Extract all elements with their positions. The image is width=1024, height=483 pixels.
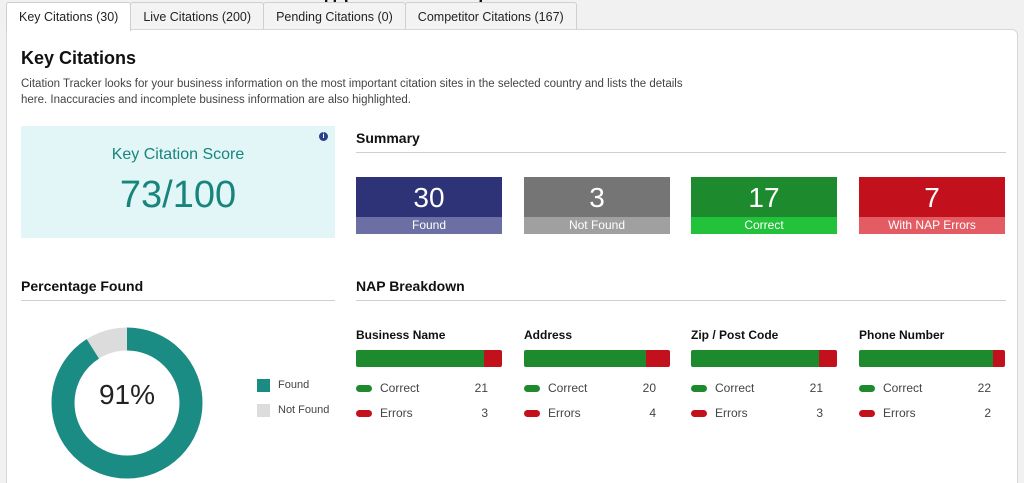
nap-errors-count: 4 — [649, 406, 656, 420]
tab-live-citations[interactable]: Live Citations (200) — [130, 2, 265, 30]
nap-bar — [524, 350, 670, 367]
summary-correct-label: Correct — [691, 217, 837, 234]
percentage-donut-chart: 91% — [47, 323, 207, 483]
nap-bar — [356, 350, 502, 367]
nap-correct-label: Correct — [548, 381, 588, 395]
error-indicator-icon — [691, 409, 707, 417]
summary-heading: Summary — [356, 130, 420, 146]
nap-errors-row: Errors 3 — [691, 405, 837, 421]
key-citations-panel: Key Citations Citation Tracker looks for… — [6, 29, 1018, 483]
correct-indicator-icon — [524, 384, 540, 392]
nap-title: Address — [524, 328, 573, 342]
donut-percentage-label: 91% — [98, 379, 156, 410]
summary-found-value: 30 — [356, 177, 502, 217]
legend-label-not-found: Not Found — [278, 404, 330, 416]
donut-found-arc — [51, 327, 203, 479]
nap-correct-count: 22 — [977, 381, 991, 395]
summary-correct-box: 17 Correct — [691, 177, 837, 234]
summary-nap-errors-box: 7 With NAP Errors — [859, 177, 1005, 234]
nap-bar-errors — [645, 350, 670, 367]
nap-errors-row: Errors 3 — [356, 405, 502, 421]
nap-errors-count: 3 — [816, 406, 823, 420]
summary-not-found-label: Not Found — [524, 217, 670, 234]
summary-not-found-box: 3 Not Found — [524, 177, 670, 234]
cutoff-header-text: [] ( ) — [300, 0, 484, 2]
tab-competitor-citations[interactable]: Competitor Citations (167) — [404, 2, 577, 30]
summary-nap-errors-label: With NAP Errors — [859, 217, 1005, 234]
nap-bar — [859, 350, 1005, 367]
nap-column-phone-number: Phone Number Correct 22 Errors 2 — [859, 328, 1005, 421]
legend-item-found: Found — [257, 377, 329, 393]
nap-correct-row: Correct 22 — [859, 380, 1005, 396]
nap-correct-label: Correct — [380, 381, 420, 395]
summary-boxes: 30 Found 3 Not Found 17 Correct 7 With N… — [356, 177, 1006, 234]
cutoff-page-header: [] ( ) — [300, 0, 640, 2]
nap-divider — [356, 300, 1006, 301]
nap-correct-count: 21 — [809, 381, 823, 395]
percentage-found-heading: Percentage Found — [21, 278, 144, 294]
nap-correct-label: Correct — [883, 381, 923, 395]
page-title: Key Citations — [21, 48, 137, 68]
nap-correct-label: Correct — [715, 381, 755, 395]
nap-errors-row: Errors 2 — [859, 405, 1005, 421]
error-indicator-icon — [524, 409, 540, 417]
nap-errors-label: Errors — [715, 406, 748, 420]
correct-indicator-icon — [356, 384, 372, 392]
nap-title: Phone Number — [859, 328, 945, 342]
nap-errors-count: 2 — [984, 406, 991, 420]
nap-bar-errors — [818, 350, 837, 367]
nap-correct-count: 20 — [642, 381, 656, 395]
error-indicator-icon — [356, 409, 372, 417]
donut-svg — [51, 327, 203, 479]
donut-legend: Found Not Found — [257, 377, 329, 427]
nap-column-business-name: Business Name Correct 21 Errors 3 — [356, 328, 502, 421]
nap-correct-row: Correct 21 — [356, 380, 502, 396]
tab-key-citations[interactable]: Key Citations (30) — [6, 2, 132, 31]
tab-bar: Key Citations (30) Live Citations (200) … — [6, 2, 577, 31]
page-description: Citation Tracker looks for your business… — [21, 78, 683, 106]
score-label: Key Citation Score — [111, 146, 245, 163]
correct-indicator-icon — [859, 384, 875, 392]
nap-errors-label: Errors — [548, 406, 581, 420]
score-value: 73/100 — [119, 174, 237, 216]
legend-item-not-found: Not Found — [257, 402, 329, 418]
nap-column-address: Address Correct 20 Errors 4 — [524, 328, 670, 421]
nap-correct-row: Correct 20 — [524, 380, 670, 396]
nap-correct-row: Correct 21 — [691, 380, 837, 396]
legend-label-found: Found — [278, 379, 310, 391]
correct-indicator-icon — [691, 384, 707, 392]
summary-found-box: 30 Found — [356, 177, 502, 234]
legend-swatch-not-found — [257, 403, 270, 417]
nap-bar-correct — [524, 350, 646, 367]
nap-bar — [691, 350, 837, 367]
nap-errors-label: Errors — [883, 406, 916, 420]
summary-nap-errors-value: 7 — [859, 177, 1005, 217]
nap-errors-row: Errors 4 — [524, 405, 670, 421]
nap-title: Business Name — [356, 328, 446, 342]
summary-correct-value: 17 — [691, 177, 837, 217]
nap-title: Zip / Post Code — [691, 328, 779, 342]
info-icon[interactable]: i — [319, 132, 328, 141]
nap-bar-errors — [483, 350, 502, 367]
percentage-divider — [21, 300, 335, 301]
nap-errors-count: 3 — [481, 406, 488, 420]
error-indicator-icon — [859, 409, 875, 417]
summary-not-found-value: 3 — [524, 177, 670, 217]
summary-found-label: Found — [356, 217, 502, 234]
nap-correct-count: 21 — [474, 381, 488, 395]
summary-divider — [356, 152, 1006, 153]
key-citation-score-card: i Key Citation Score 73/100 — [21, 126, 335, 238]
nap-breakdown-heading: NAP Breakdown — [356, 278, 465, 294]
legend-swatch-found — [257, 378, 270, 392]
nap-column-zip-post-code: Zip / Post Code Correct 21 Errors 3 — [691, 328, 837, 421]
nap-bar-correct — [691, 350, 819, 367]
tab-pending-citations[interactable]: Pending Citations (0) — [263, 2, 406, 30]
nap-bar-errors — [992, 350, 1005, 367]
nap-bar-correct — [859, 350, 993, 367]
nap-bar-correct — [356, 350, 484, 367]
nap-errors-label: Errors — [380, 406, 413, 420]
